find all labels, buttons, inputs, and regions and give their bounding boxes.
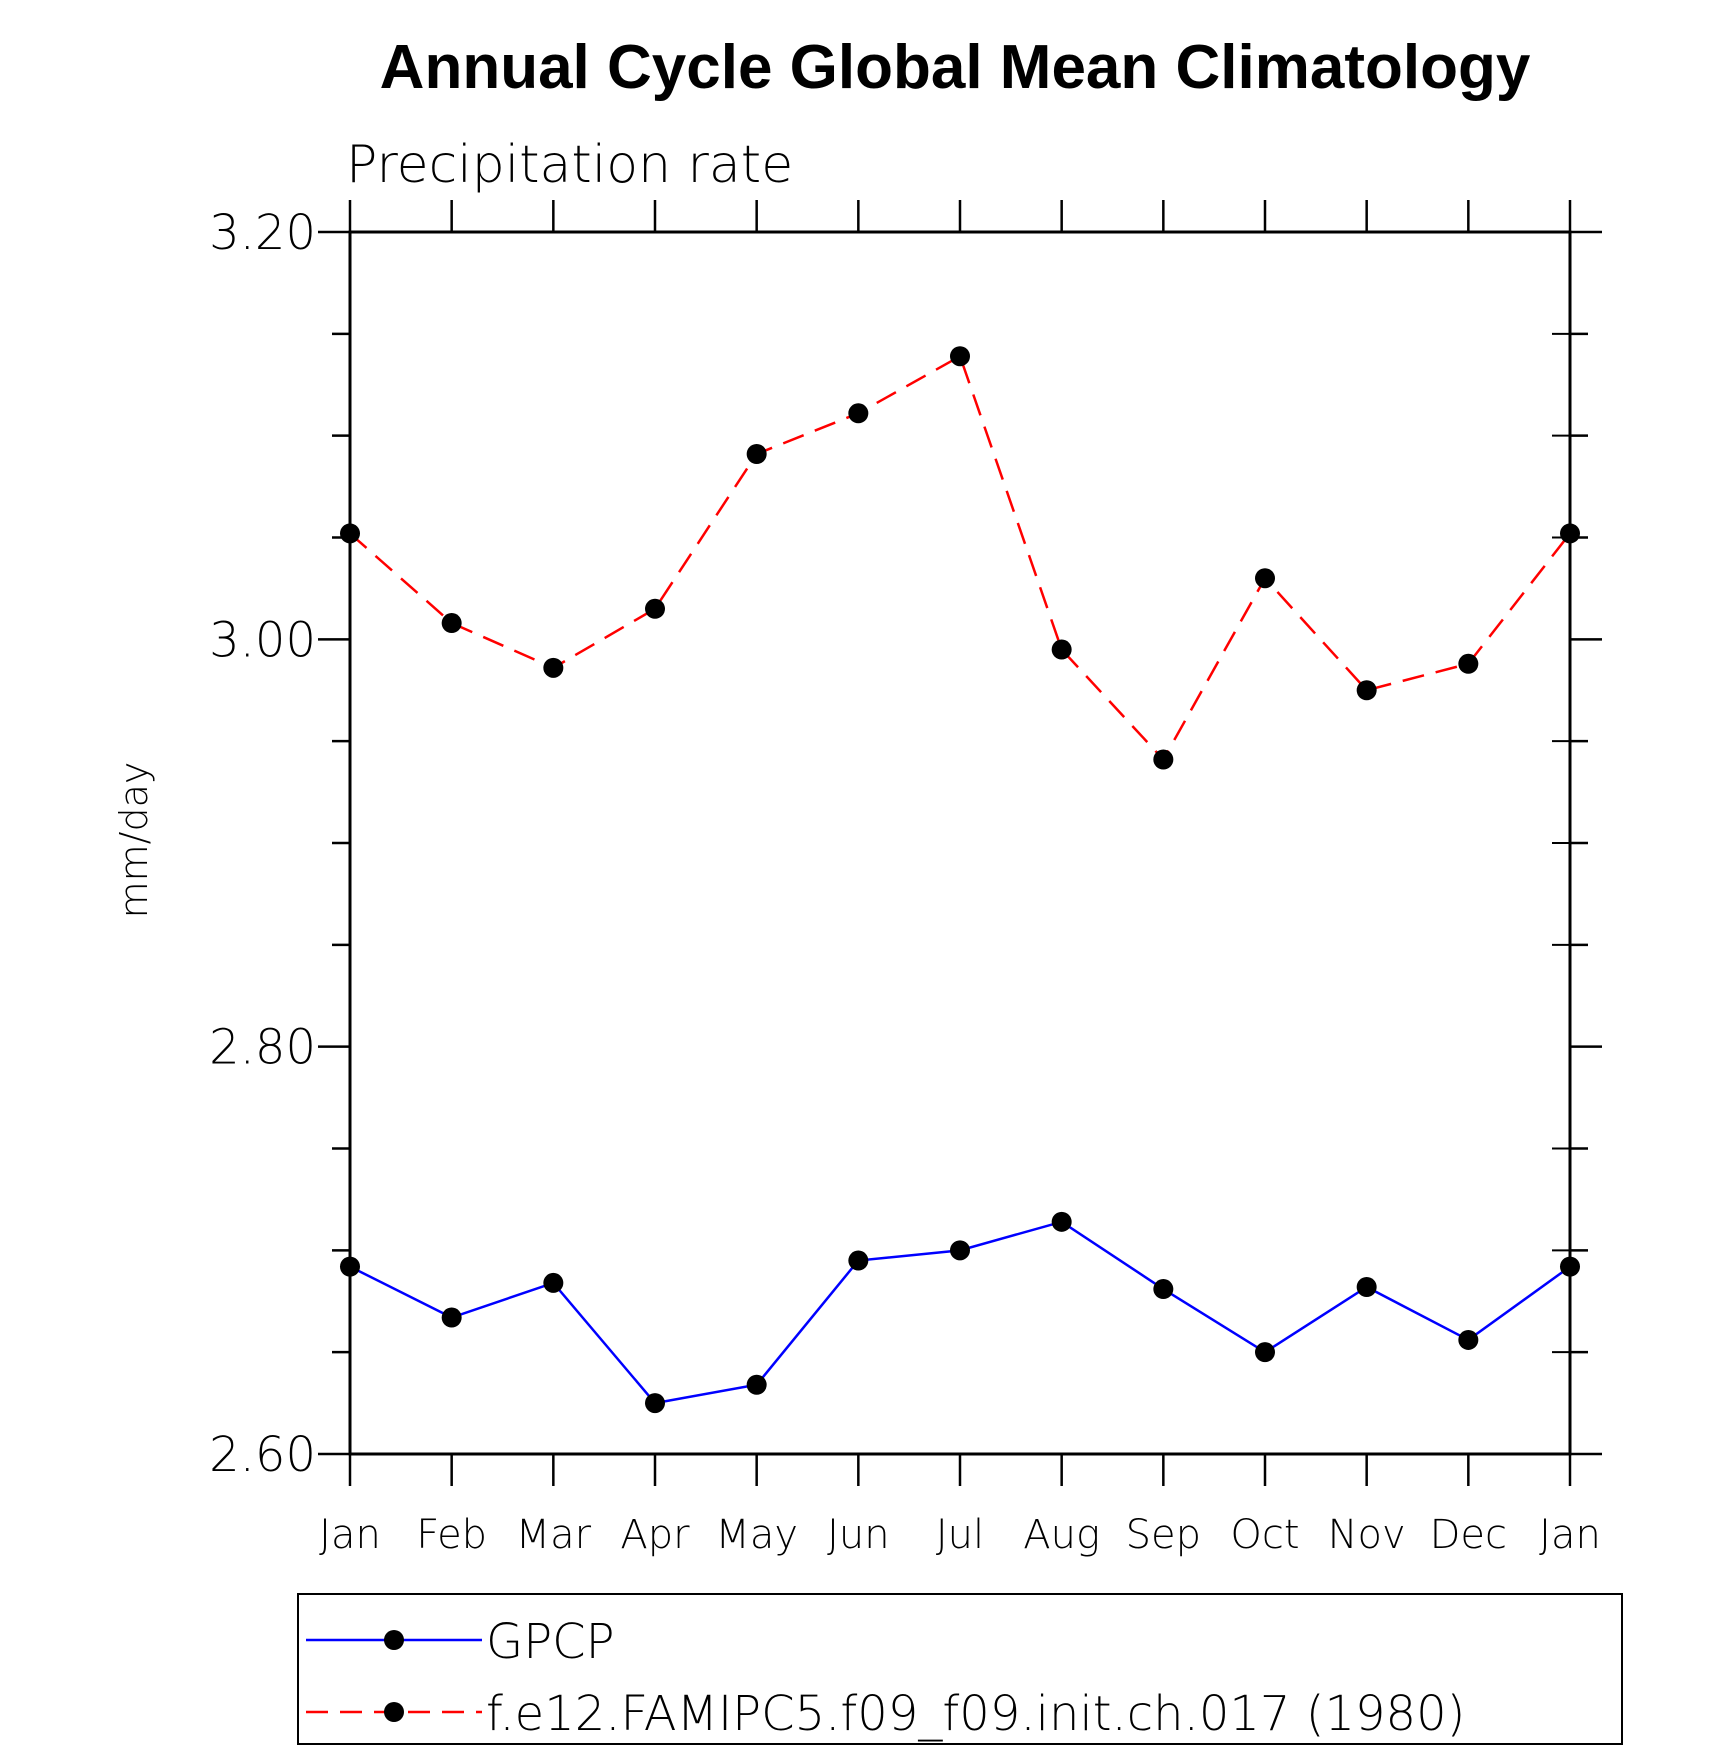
x-tick-label: Feb [416, 1512, 487, 1558]
x-tick-label: Jul [936, 1512, 984, 1558]
data-point [340, 523, 360, 544]
plot-frame [348, 230, 1572, 1456]
x-axis-ticks: Jan Feb Mar Apr May Jun Jul Aug Sep Oct Nov Dec Jan [319, 200, 1601, 1558]
x-tick-label: Oct [1230, 1512, 1299, 1558]
legend-label-gpcp: GPCP [486, 1614, 615, 1670]
legend-marker-gpcp [384, 1630, 404, 1650]
y-axis-ticks: 2.60 2.80 3.00 3.20 [209, 205, 1602, 1483]
legend: GPCP f.e12.FAMIPC5.f09_f09.init.ch.017 (… [297, 1593, 1623, 1745]
data-point [1051, 639, 1072, 660]
data-point [1153, 1279, 1174, 1300]
chart-title: Annual Cycle Global Mean Climatology [380, 33, 1531, 102]
x-tick-label: Apr [620, 1512, 690, 1558]
legend-box [297, 1593, 1623, 1745]
data-point [543, 1272, 564, 1293]
x-tick-label: Aug [1023, 1512, 1100, 1558]
data-point [1560, 523, 1580, 544]
x-tick-label: Jun [827, 1512, 890, 1558]
y-axis-label: mm/day [112, 762, 156, 919]
y-tick-label: 3.00 [209, 612, 316, 668]
x-tick-label: Jan [319, 1512, 381, 1558]
x-tick-label: Sep [1126, 1512, 1201, 1558]
series-line-1 [349, 354, 1571, 762]
data-point [645, 598, 665, 619]
data-point [1560, 1256, 1580, 1277]
data-point [1458, 1329, 1479, 1350]
data-point [1255, 1342, 1275, 1363]
data-point [746, 443, 767, 464]
x-tick-label: Dec [1430, 1512, 1507, 1558]
data-point [950, 1240, 970, 1261]
x-tick-label: Jan [1539, 1512, 1601, 1558]
y-tick-label: 2.80 [209, 1020, 316, 1076]
data-point [645, 1393, 665, 1414]
legend-label-model: f.e12.FAMIPC5.f09_f09.init.ch.017 (1980) [486, 1686, 1465, 1742]
data-point [441, 1307, 462, 1328]
data-point [1153, 749, 1174, 770]
y-tick-label: 2.60 [209, 1427, 316, 1483]
data-point [746, 1374, 767, 1395]
data-point [543, 657, 564, 678]
data-point [848, 1250, 869, 1271]
data-point [848, 403, 869, 424]
data-point [1356, 680, 1377, 701]
data-point [1458, 653, 1479, 674]
series-layer [340, 346, 1580, 1414]
data-point [950, 346, 970, 367]
data-point [441, 613, 462, 634]
data-point [1051, 1211, 1072, 1232]
x-tick-label: Mar [516, 1512, 592, 1558]
data-point [340, 1256, 360, 1277]
y-tick-label: 3.20 [209, 205, 316, 261]
legend-marker-model [384, 1702, 404, 1722]
data-point [1356, 1276, 1377, 1297]
data-point [1255, 568, 1275, 589]
x-tick-label: Nov [1328, 1512, 1406, 1558]
chart-subtitle: Precipitation rate [346, 135, 793, 195]
x-tick-label: May [715, 1512, 798, 1558]
